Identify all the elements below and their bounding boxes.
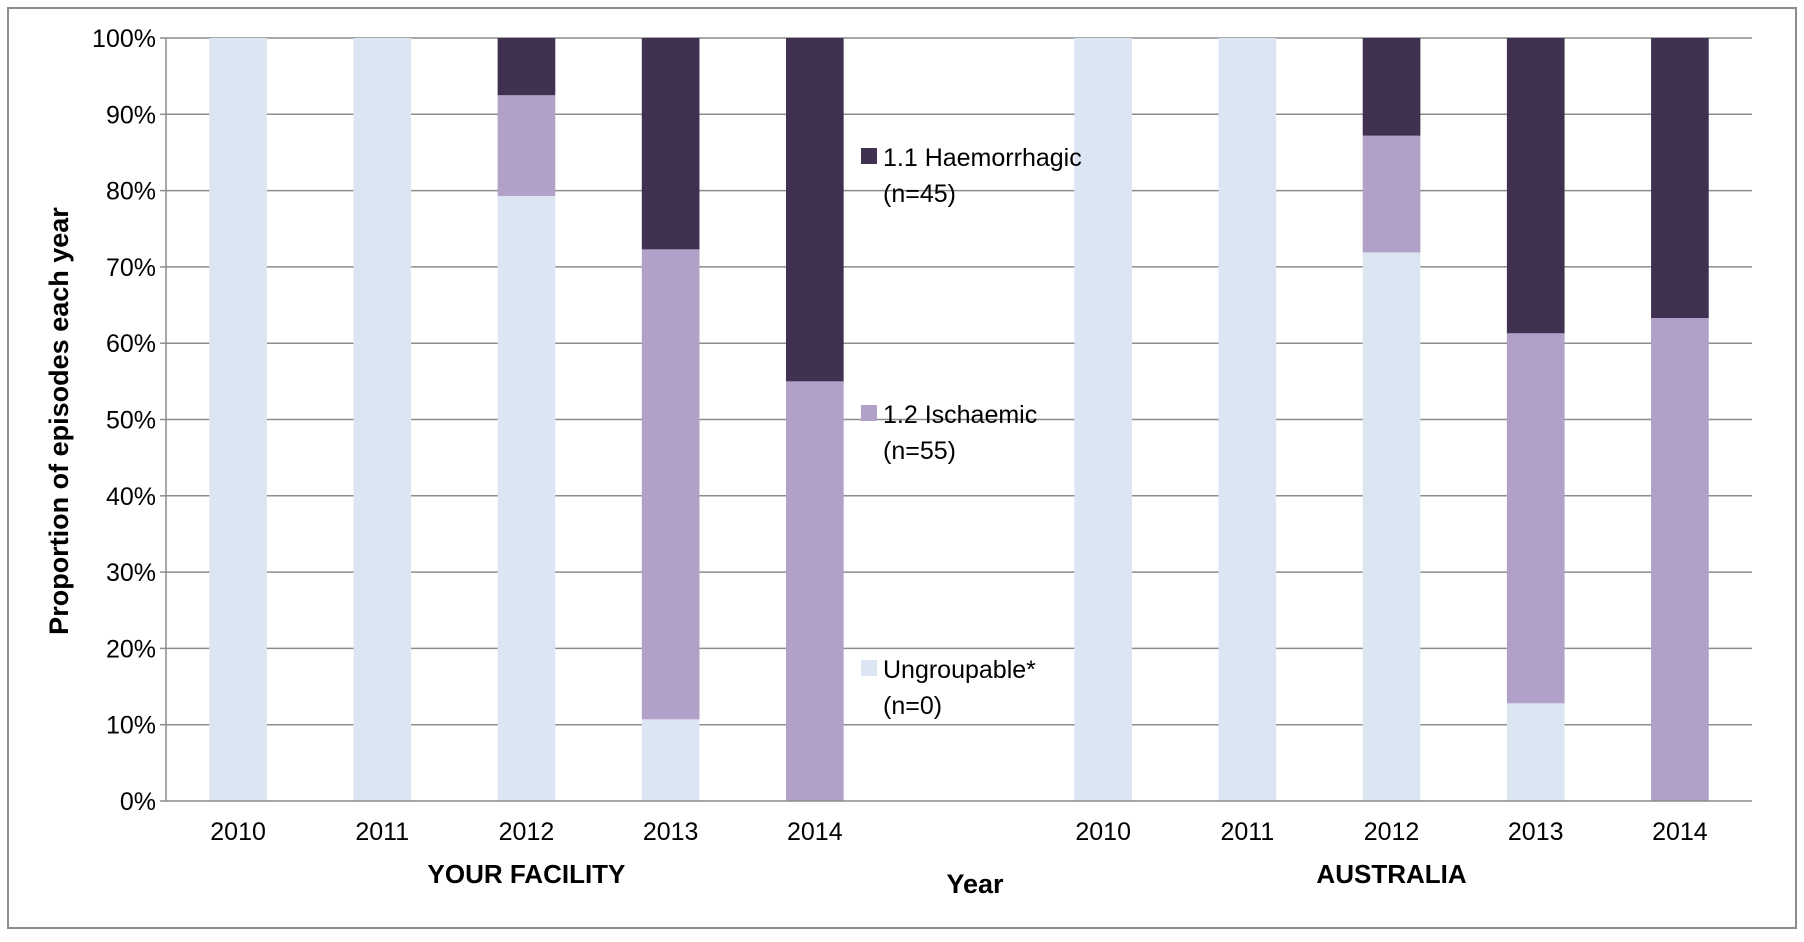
group-label: AUSTRALIA xyxy=(1316,859,1466,889)
x-tick-label: 2010 xyxy=(210,818,266,846)
bar-segment xyxy=(1218,38,1277,801)
y-tick-label: 50% xyxy=(106,407,156,435)
bar-segment xyxy=(1362,135,1421,253)
bar-segment xyxy=(641,719,700,801)
x-tick-label: 2012 xyxy=(499,818,555,846)
y-tick-label: 60% xyxy=(106,330,156,358)
bar-segment xyxy=(497,38,556,96)
y-axis-title: Proportion of episodes each year xyxy=(44,207,74,635)
y-tick-label: 0% xyxy=(120,788,156,816)
group-label: YOUR FACILITY xyxy=(428,859,626,889)
bars xyxy=(209,38,1709,802)
bar-segment xyxy=(1074,38,1133,801)
bar-segment xyxy=(1506,703,1565,801)
bar-segment xyxy=(641,38,700,250)
x-tick-label: 2010 xyxy=(1075,818,1131,846)
y-tick-label: 100% xyxy=(92,25,156,53)
legend: 1.1 Haemorrhagic (n=45) 1.2 Ischaemic (n=55… xyxy=(861,144,1082,720)
labels: 0% 10% 20% 30% 40% 50% 60% 70% 80% 90% 100% 2010 201… xyxy=(92,25,1708,889)
y-tick-label: 20% xyxy=(106,635,156,663)
legend-count: (n=0) xyxy=(883,692,942,720)
bar-segment xyxy=(1506,333,1565,704)
bar-segment xyxy=(497,95,556,196)
x-axis-title: Year xyxy=(946,869,1004,899)
bar-segment xyxy=(1362,252,1421,801)
legend-count: (n=55) xyxy=(883,437,956,465)
x-tick-label: 2012 xyxy=(1364,818,1420,846)
legend-swatch xyxy=(861,148,877,164)
legend-label: 1.2 Ischaemic xyxy=(883,401,1037,429)
x-tick-label: 2013 xyxy=(1508,818,1564,846)
chart-border xyxy=(7,7,1797,929)
legend-swatch xyxy=(861,660,877,676)
x-tick-label: 2014 xyxy=(787,818,843,846)
x-tick-label: 2014 xyxy=(1652,818,1708,846)
bar-segment xyxy=(209,38,267,801)
y-tick-label: 70% xyxy=(106,254,156,282)
x-tick-label: 2011 xyxy=(355,818,409,846)
gridlines xyxy=(166,37,1752,726)
bar-segment xyxy=(1651,38,1709,319)
bar-segment xyxy=(353,38,412,801)
bar-segment xyxy=(785,381,844,801)
bar-segment xyxy=(1506,38,1565,334)
legend-label: 1.1 Haemorrhagic xyxy=(883,144,1082,172)
axes xyxy=(160,37,1752,802)
bar-segment xyxy=(1651,318,1709,801)
y-tick-label: 10% xyxy=(106,712,156,740)
x-tick-label: 2013 xyxy=(643,818,699,846)
x-tick-label: 2011 xyxy=(1220,818,1274,846)
bar-segment xyxy=(641,249,700,720)
bar-segment xyxy=(497,195,556,802)
y-tick-label: 30% xyxy=(106,559,156,587)
bar-segment xyxy=(785,38,844,382)
bar-segment xyxy=(1362,38,1421,136)
legend-count: (n=45) xyxy=(883,180,956,208)
y-tick-label: 40% xyxy=(106,483,156,511)
legend-swatch xyxy=(861,405,877,421)
y-tick-label: 90% xyxy=(106,101,156,129)
y-tick-label: 80% xyxy=(106,178,156,206)
legend-label: Ungroupable* xyxy=(883,656,1036,684)
